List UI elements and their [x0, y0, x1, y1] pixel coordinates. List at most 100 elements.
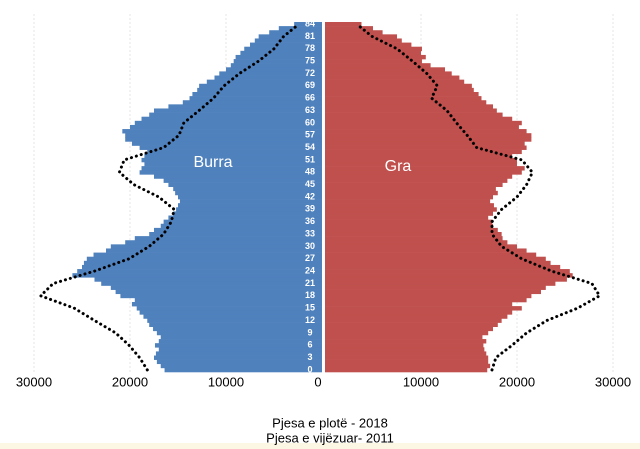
bar: [325, 269, 570, 274]
note: Pjesa e plotë - 2018: [272, 415, 388, 430]
bar: [325, 129, 527, 134]
bar: [110, 285, 322, 290]
bar: [141, 166, 322, 171]
bar: [325, 92, 479, 97]
bar: [294, 22, 322, 27]
footer-band: [0, 443, 640, 449]
bar: [93, 252, 323, 258]
bar: [101, 281, 322, 286]
age-label: 57: [305, 130, 315, 140]
bar: [153, 326, 322, 332]
bar: [144, 162, 322, 167]
bar: [192, 92, 322, 97]
bar: [325, 264, 561, 270]
bar: [134, 297, 322, 303]
bar: [325, 334, 483, 340]
x-tick-label: 10000: [208, 374, 244, 389]
age-label: 39: [305, 204, 315, 214]
bar: [325, 207, 497, 212]
bar: [178, 203, 322, 208]
bar: [147, 149, 322, 155]
bar: [83, 260, 322, 266]
bar: [325, 281, 556, 286]
age-label: 21: [305, 278, 315, 288]
bar: [182, 100, 322, 105]
bar: [325, 219, 493, 225]
bar: [206, 79, 322, 85]
age-label: 33: [305, 228, 315, 238]
bar: [325, 120, 522, 126]
age-label: 30: [305, 241, 315, 251]
bar: [325, 30, 383, 35]
bar: [325, 194, 493, 200]
bar: [325, 330, 489, 336]
bar: [235, 54, 322, 60]
bar: [325, 223, 493, 229]
bar: [325, 112, 503, 118]
bar: [325, 170, 522, 175]
bar: [325, 141, 525, 146]
bar: [325, 186, 496, 192]
bar: [325, 351, 487, 356]
x-tick-label: 30000: [16, 374, 52, 389]
bar: [325, 273, 573, 278]
bar: [325, 153, 513, 159]
bar: [325, 174, 513, 179]
bar: [197, 87, 322, 93]
bar: [134, 236, 322, 241]
bar: [325, 285, 546, 290]
age-label: 72: [305, 68, 315, 78]
bar: [115, 289, 322, 295]
bar: [130, 124, 322, 130]
age-label: 51: [305, 154, 315, 164]
bar: [158, 339, 322, 344]
x-tick-label: 20000: [499, 374, 535, 389]
bar: [325, 54, 426, 60]
age-label: 27: [305, 253, 315, 263]
bar: [325, 63, 431, 68]
bar: [147, 318, 322, 323]
bar: [149, 112, 322, 118]
bar: [325, 310, 513, 315]
age-label: 3: [307, 352, 312, 362]
bar: [144, 153, 322, 159]
bar: [325, 108, 497, 113]
bar: [325, 59, 422, 64]
x-tick-label: 10000: [403, 374, 439, 389]
bar: [160, 223, 322, 229]
x-tick-label: 0: [314, 374, 321, 389]
bar: [325, 277, 567, 282]
bar: [134, 120, 322, 126]
bar: [325, 343, 484, 348]
age-label: 18: [305, 290, 315, 300]
bar: [139, 310, 322, 315]
bar: [154, 227, 322, 233]
bar: [94, 277, 322, 282]
x-tick-label: 20000: [112, 374, 148, 389]
age-label: 60: [305, 117, 315, 127]
bar: [325, 178, 508, 183]
bar: [325, 347, 485, 352]
bar: [325, 302, 513, 307]
bar: [325, 34, 397, 39]
bar: [175, 190, 322, 196]
bar: [325, 244, 517, 249]
bar: [125, 137, 322, 142]
bar: [86, 256, 322, 262]
bar: [269, 30, 322, 35]
bar: [258, 34, 322, 39]
age-label: 42: [305, 191, 315, 201]
bar: [125, 240, 322, 245]
bar: [131, 141, 322, 146]
bar: [82, 264, 322, 270]
bar: [154, 355, 322, 360]
bar: [325, 87, 474, 93]
age-label: 9: [307, 327, 312, 337]
bar: [214, 75, 322, 80]
bar: [179, 199, 322, 204]
bar: [219, 71, 322, 76]
bar: [325, 50, 421, 56]
bar: [325, 240, 508, 245]
bar: [325, 322, 498, 328]
